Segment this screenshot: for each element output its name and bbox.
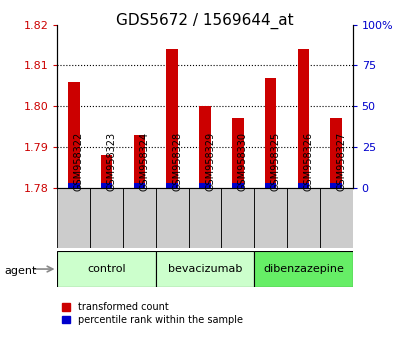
Bar	[330, 119, 341, 188]
Bar	[330, 183, 341, 188]
Bar	[68, 183, 79, 188]
Text: GSM958330: GSM958330	[237, 132, 247, 190]
Bar	[101, 183, 112, 188]
Text: GSM958325: GSM958325	[270, 131, 280, 190]
Text: GSM958322: GSM958322	[74, 131, 83, 190]
Bar	[297, 183, 308, 188]
Bar	[123, 188, 155, 248]
Bar	[221, 188, 254, 248]
Bar	[188, 188, 221, 248]
Text: GSM958328: GSM958328	[172, 131, 182, 190]
Text: GSM958329: GSM958329	[204, 131, 214, 190]
Bar	[297, 49, 308, 188]
Bar	[133, 135, 145, 188]
Bar	[57, 251, 155, 287]
Bar	[254, 188, 286, 248]
Bar	[101, 155, 112, 188]
Bar	[319, 188, 352, 248]
Text: GSM958324: GSM958324	[139, 131, 149, 190]
Bar	[264, 78, 276, 188]
Bar	[90, 188, 123, 248]
Bar	[133, 183, 145, 188]
Text: GSM958326: GSM958326	[303, 131, 312, 190]
Legend: transformed count, percentile rank within the sample: transformed count, percentile rank withi…	[62, 302, 242, 325]
Text: agent: agent	[4, 266, 36, 276]
Bar	[155, 188, 188, 248]
Text: GDS5672 / 1569644_at: GDS5672 / 1569644_at	[116, 12, 293, 29]
Text: dibenzazepine: dibenzazepine	[262, 264, 343, 274]
Bar	[57, 188, 90, 248]
Text: bevacizumab: bevacizumab	[167, 264, 242, 274]
Bar	[68, 82, 79, 188]
Bar	[199, 183, 210, 188]
Bar	[254, 251, 352, 287]
Bar	[231, 119, 243, 188]
Bar	[286, 188, 319, 248]
Text: GSM958327: GSM958327	[335, 131, 345, 190]
Bar	[199, 106, 210, 188]
Text: GSM958323: GSM958323	[106, 131, 116, 190]
Bar	[231, 183, 243, 188]
Bar	[155, 251, 254, 287]
Text: control: control	[87, 264, 126, 274]
Bar	[264, 183, 276, 188]
Bar	[166, 49, 178, 188]
Bar	[166, 183, 178, 188]
